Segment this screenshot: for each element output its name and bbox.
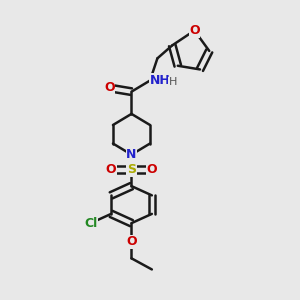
Text: S: S xyxy=(127,163,136,176)
Text: O: O xyxy=(106,163,116,176)
Text: NH: NH xyxy=(150,74,171,87)
Text: Cl: Cl xyxy=(84,217,98,230)
Text: N: N xyxy=(126,148,137,161)
Text: O: O xyxy=(104,82,115,94)
Text: O: O xyxy=(146,163,157,176)
Text: O: O xyxy=(126,235,137,248)
Text: H: H xyxy=(169,77,177,87)
Text: O: O xyxy=(189,24,200,37)
